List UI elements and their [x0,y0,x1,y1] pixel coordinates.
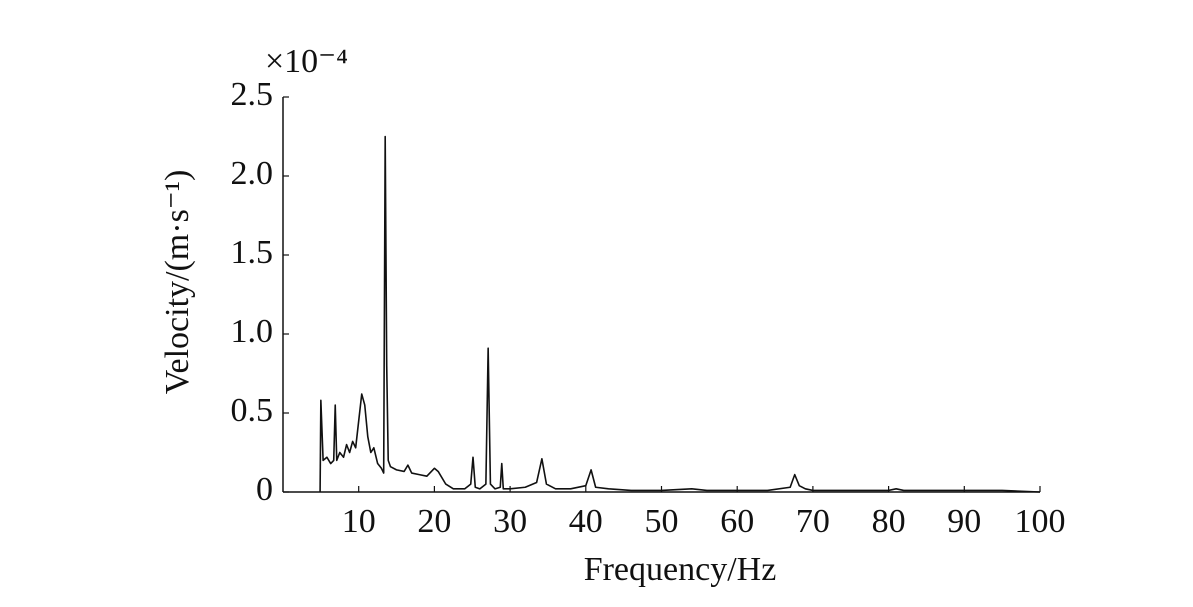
x-tick-label: 100 [1015,503,1066,540]
x-tick-label: 20 [417,503,451,540]
y-tick-label: 2.0 [231,155,274,192]
x-tick-label: 70 [796,503,830,540]
y-tick-label: 0 [256,471,273,508]
x-tick-label: 40 [569,503,603,540]
x-tick-label: 60 [720,503,754,540]
y-tick-label: 1.5 [231,234,274,271]
x-tick-label: 10 [342,503,376,540]
y-tick-label: 2.5 [231,76,274,113]
x-tick-label: 50 [645,503,679,540]
y-tick-label: 0.5 [231,392,274,429]
y-multiplier: ×10⁻⁴ [265,43,348,80]
x-axis-label: Frequency/Hz [584,551,777,588]
spectrum-line [319,135,1041,493]
x-tick-label: 90 [947,503,981,540]
y-axis-label: Velocity/(m·s⁻¹) [159,170,196,395]
y-tick-label: 1.0 [231,313,274,350]
x-tick-label: 30 [493,503,527,540]
x-tick-label: 80 [872,503,906,540]
